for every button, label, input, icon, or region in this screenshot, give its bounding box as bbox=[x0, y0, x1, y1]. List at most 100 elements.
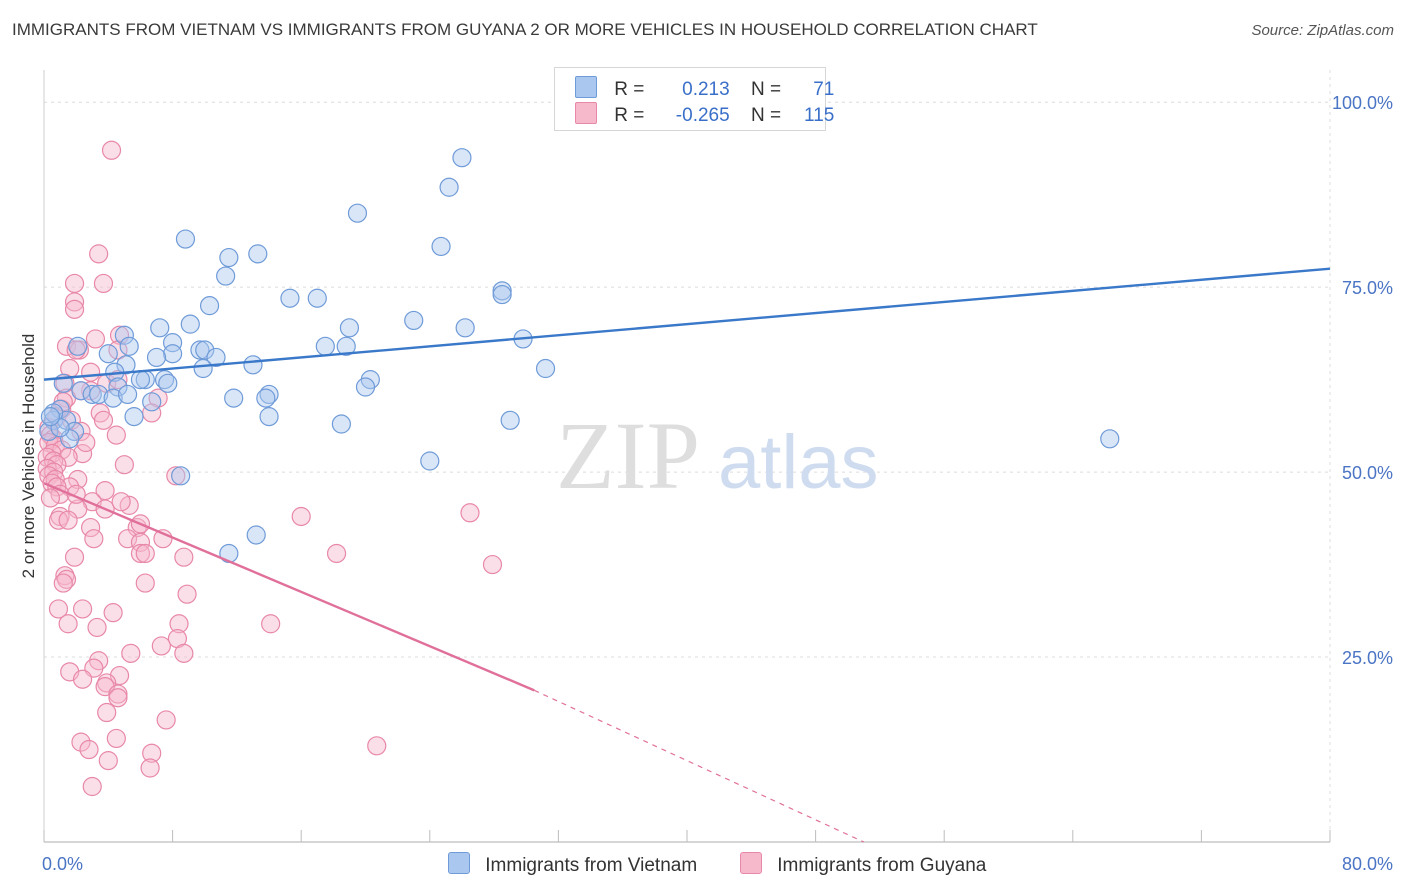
point-guyana bbox=[81, 362, 101, 382]
point-guyana bbox=[101, 140, 122, 160]
y-tick-label: 75.0% bbox=[1342, 278, 1393, 298]
point-vietnam bbox=[130, 370, 151, 390]
point-vietnam bbox=[404, 310, 424, 331]
point-guyana bbox=[174, 547, 194, 567]
bottom-legend-label-vietnam: Immigrants from Vietnam bbox=[485, 855, 698, 876]
point-guyana bbox=[81, 517, 101, 538]
point-vietnam bbox=[199, 296, 220, 316]
point-guyana bbox=[177, 584, 197, 604]
series-vietnam-points bbox=[39, 148, 1120, 564]
point-guyana bbox=[44, 451, 64, 471]
point-guyana bbox=[71, 732, 91, 752]
x-tick-label: 80.0% bbox=[1342, 854, 1393, 874]
legend-r-label-guyana: R = bbox=[614, 105, 645, 126]
point-guyana bbox=[53, 573, 73, 593]
bottom-legend-label-guyana: Immigrants from Guyana bbox=[777, 855, 987, 876]
legend-row-vietnam: R = 0.213 N = 71 bbox=[575, 76, 834, 100]
trend-line-guyana bbox=[43, 482, 535, 692]
point-vietnam bbox=[175, 229, 196, 249]
point-vietnam bbox=[219, 247, 239, 268]
point-vietnam bbox=[431, 236, 451, 257]
point-vietnam bbox=[259, 384, 279, 405]
point-vietnam bbox=[142, 392, 162, 412]
point-vietnam bbox=[171, 466, 191, 486]
point-guyana bbox=[135, 543, 155, 564]
point-vietnam bbox=[256, 388, 276, 408]
point-vietnam bbox=[98, 344, 118, 364]
y-tick-label: 50.0% bbox=[1342, 463, 1393, 483]
point-guyana bbox=[106, 425, 126, 445]
point-vietnam bbox=[193, 358, 213, 379]
trend-line-guyana-extension bbox=[534, 689, 865, 843]
point-guyana bbox=[135, 573, 155, 593]
point-guyana bbox=[68, 469, 88, 490]
legend-swatch-vietnam bbox=[575, 76, 597, 98]
point-vietnam bbox=[246, 525, 266, 545]
legend-n-label-vietnam: N = bbox=[750, 79, 782, 100]
point-guyana bbox=[85, 329, 106, 349]
point-guyana bbox=[72, 444, 93, 464]
point-guyana bbox=[261, 614, 281, 634]
point-vietnam bbox=[336, 336, 356, 356]
source-label: Source: ZipAtlas.com bbox=[1251, 22, 1394, 39]
point-vietnam bbox=[331, 414, 351, 434]
point-vietnam bbox=[108, 377, 128, 397]
point-vietnam bbox=[535, 358, 556, 379]
point-guyana bbox=[56, 336, 77, 356]
point-vietnam bbox=[1100, 429, 1120, 449]
trend-lines bbox=[43, 267, 1331, 843]
point-guyana bbox=[40, 488, 61, 508]
point-guyana bbox=[117, 529, 138, 549]
point-vietnam bbox=[116, 355, 136, 375]
y-axis-label: 2 or more Vehicles in Household bbox=[19, 334, 38, 579]
point-guyana bbox=[82, 776, 102, 797]
series-guyana-points bbox=[37, 140, 503, 797]
point-vietnam bbox=[500, 410, 520, 430]
point-vietnam bbox=[103, 388, 123, 408]
point-vietnam bbox=[347, 203, 368, 223]
point-guyana bbox=[72, 669, 93, 689]
point-guyana bbox=[151, 636, 171, 656]
point-guyana bbox=[166, 466, 186, 486]
point-vietnam bbox=[492, 284, 512, 305]
point-guyana bbox=[48, 510, 69, 530]
point-vietnam bbox=[114, 325, 134, 345]
point-guyana bbox=[291, 506, 311, 527]
bottom-legend-vietnam: Immigrants from Vietnam bbox=[448, 852, 697, 877]
point-vietnam bbox=[259, 407, 279, 427]
point-vietnam bbox=[68, 336, 88, 356]
point-vietnam bbox=[150, 318, 170, 338]
point-vietnam bbox=[216, 266, 236, 286]
point-vietnam bbox=[89, 384, 109, 405]
point-vietnam bbox=[180, 314, 200, 334]
point-vietnam bbox=[39, 421, 59, 442]
point-vietnam bbox=[154, 370, 175, 390]
point-guyana bbox=[156, 710, 176, 730]
correlation-legend: R = 0.213 N = 71 R = -0.265 N = 115 bbox=[554, 67, 834, 131]
point-guyana bbox=[84, 529, 104, 549]
point-guyana bbox=[111, 492, 131, 512]
legend-r-value-guyana: -0.265 bbox=[675, 105, 730, 126]
point-guyana bbox=[97, 702, 117, 723]
bottom-legend-guyana: Immigrants from Guyana bbox=[740, 852, 986, 877]
legend-n-label-guyana: N = bbox=[750, 105, 782, 126]
point-guyana bbox=[72, 599, 93, 619]
y-tick-label: 100.0% bbox=[1332, 93, 1393, 113]
point-vietnam bbox=[339, 318, 360, 338]
point-guyana bbox=[114, 455, 134, 475]
point-guyana bbox=[482, 554, 503, 575]
bottom-legend-swatch-vietnam bbox=[448, 852, 470, 874]
point-guyana bbox=[89, 244, 109, 264]
point-vietnam bbox=[355, 377, 376, 397]
point-vietnam bbox=[60, 429, 80, 449]
point-guyana bbox=[71, 421, 91, 442]
point-guyana bbox=[109, 325, 130, 345]
y-tick-label: 25.0% bbox=[1342, 648, 1393, 668]
point-vietnam bbox=[224, 388, 244, 408]
point-guyana bbox=[326, 543, 347, 564]
point-vietnam bbox=[243, 355, 263, 375]
point-guyana bbox=[64, 273, 85, 294]
watermark-zip: ZIP bbox=[556, 402, 700, 509]
point-vietnam bbox=[163, 344, 183, 364]
point-guyana bbox=[64, 547, 85, 567]
